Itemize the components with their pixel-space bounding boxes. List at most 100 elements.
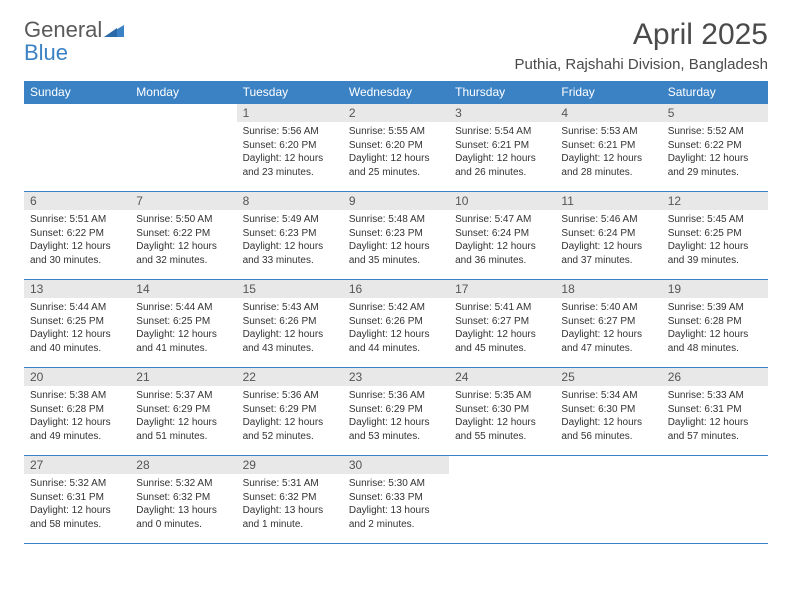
day-body: Sunrise: 5:55 AMSunset: 6:20 PMDaylight:… — [343, 122, 449, 181]
sunrise-text: Sunrise: 5:51 AM — [30, 213, 124, 227]
day-body: Sunrise: 5:43 AMSunset: 6:26 PMDaylight:… — [237, 298, 343, 357]
daylight-text: Daylight: 13 hours and 2 minutes. — [349, 504, 443, 531]
sunset-text: Sunset: 6:22 PM — [668, 139, 762, 153]
day-body: Sunrise: 5:40 AMSunset: 6:27 PMDaylight:… — [555, 298, 661, 357]
day-number: 25 — [555, 368, 661, 386]
calendar-week-row: 13Sunrise: 5:44 AMSunset: 6:25 PMDayligh… — [24, 280, 768, 368]
calendar-day-cell: 1Sunrise: 5:56 AMSunset: 6:20 PMDaylight… — [237, 104, 343, 192]
sunset-text: Sunset: 6:30 PM — [455, 403, 549, 417]
day-body: Sunrise: 5:31 AMSunset: 6:32 PMDaylight:… — [237, 474, 343, 533]
calendar-week-row: 1Sunrise: 5:56 AMSunset: 6:20 PMDaylight… — [24, 104, 768, 192]
weekday-header: Sunday — [24, 81, 130, 104]
day-body: Sunrise: 5:35 AMSunset: 6:30 PMDaylight:… — [449, 386, 555, 445]
sunrise-text: Sunrise: 5:44 AM — [136, 301, 230, 315]
sunrise-text: Sunrise: 5:32 AM — [136, 477, 230, 491]
day-body: Sunrise: 5:44 AMSunset: 6:25 PMDaylight:… — [130, 298, 236, 357]
day-body: Sunrise: 5:48 AMSunset: 6:23 PMDaylight:… — [343, 210, 449, 269]
daylight-text: Daylight: 12 hours and 30 minutes. — [30, 240, 124, 267]
sunset-text: Sunset: 6:20 PM — [243, 139, 337, 153]
calendar-day-cell: 6Sunrise: 5:51 AMSunset: 6:22 PMDaylight… — [24, 192, 130, 280]
weekday-header: Saturday — [662, 81, 768, 104]
calendar-day-cell: 27Sunrise: 5:32 AMSunset: 6:31 PMDayligh… — [24, 456, 130, 544]
day-body: Sunrise: 5:45 AMSunset: 6:25 PMDaylight:… — [662, 210, 768, 269]
sunrise-text: Sunrise: 5:52 AM — [668, 125, 762, 139]
day-body: Sunrise: 5:32 AMSunset: 6:32 PMDaylight:… — [130, 474, 236, 533]
day-body: Sunrise: 5:47 AMSunset: 6:24 PMDaylight:… — [449, 210, 555, 269]
calendar-day-cell: 19Sunrise: 5:39 AMSunset: 6:28 PMDayligh… — [662, 280, 768, 368]
calendar-day-cell — [24, 104, 130, 192]
sunrise-text: Sunrise: 5:41 AM — [455, 301, 549, 315]
title-block: April 2025 Puthia, Rajshahi Division, Ba… — [515, 18, 768, 73]
sunrise-text: Sunrise: 5:38 AM — [30, 389, 124, 403]
day-body: Sunrise: 5:32 AMSunset: 6:31 PMDaylight:… — [24, 474, 130, 533]
sunrise-text: Sunrise: 5:35 AM — [455, 389, 549, 403]
calendar-day-cell: 22Sunrise: 5:36 AMSunset: 6:29 PMDayligh… — [237, 368, 343, 456]
calendar-day-cell — [130, 104, 236, 192]
sunrise-text: Sunrise: 5:36 AM — [349, 389, 443, 403]
day-number: 24 — [449, 368, 555, 386]
daylight-text: Daylight: 12 hours and 40 minutes. — [30, 328, 124, 355]
daylight-text: Daylight: 12 hours and 39 minutes. — [668, 240, 762, 267]
day-number: 15 — [237, 280, 343, 298]
logo-triangle-icon — [104, 18, 124, 41]
day-number: 18 — [555, 280, 661, 298]
day-body: Sunrise: 5:50 AMSunset: 6:22 PMDaylight:… — [130, 210, 236, 269]
daylight-text: Daylight: 12 hours and 55 minutes. — [455, 416, 549, 443]
daylight-text: Daylight: 12 hours and 49 minutes. — [30, 416, 124, 443]
calendar-day-cell: 14Sunrise: 5:44 AMSunset: 6:25 PMDayligh… — [130, 280, 236, 368]
day-number: 10 — [449, 192, 555, 210]
calendar-day-cell: 2Sunrise: 5:55 AMSunset: 6:20 PMDaylight… — [343, 104, 449, 192]
day-body: Sunrise: 5:42 AMSunset: 6:26 PMDaylight:… — [343, 298, 449, 357]
calendar-day-cell: 30Sunrise: 5:30 AMSunset: 6:33 PMDayligh… — [343, 456, 449, 544]
calendar-day-cell: 16Sunrise: 5:42 AMSunset: 6:26 PMDayligh… — [343, 280, 449, 368]
daylight-text: Daylight: 12 hours and 52 minutes. — [243, 416, 337, 443]
calendar-day-cell: 24Sunrise: 5:35 AMSunset: 6:30 PMDayligh… — [449, 368, 555, 456]
day-number: 9 — [343, 192, 449, 210]
day-body: Sunrise: 5:36 AMSunset: 6:29 PMDaylight:… — [343, 386, 449, 445]
sunrise-text: Sunrise: 5:37 AM — [136, 389, 230, 403]
sunrise-text: Sunrise: 5:55 AM — [349, 125, 443, 139]
sunrise-text: Sunrise: 5:49 AM — [243, 213, 337, 227]
sunrise-text: Sunrise: 5:50 AM — [136, 213, 230, 227]
calendar-day-cell: 5 Sunrise: 5:52 AMSunset: 6:22 PMDaylight… — [662, 104, 768, 192]
sunset-text: Sunset: 6:32 PM — [243, 491, 337, 505]
sunrise-text: Sunrise: 5:54 AM — [455, 125, 549, 139]
day-body: Sunrise: 5:39 AMSunset: 6:28 PMDaylight:… — [662, 298, 768, 357]
sunrise-text: Sunrise: 5:36 AM — [243, 389, 337, 403]
sunset-text: Sunset: 6:33 PM — [349, 491, 443, 505]
calendar-day-cell: 28Sunrise: 5:32 AMSunset: 6:32 PMDayligh… — [130, 456, 236, 544]
sunset-text: Sunset: 6:26 PM — [349, 315, 443, 329]
day-body: Sunrise: 5:30 AMSunset: 6:33 PMDaylight:… — [343, 474, 449, 533]
sunset-text: Sunset: 6:27 PM — [561, 315, 655, 329]
day-number: 27 — [24, 456, 130, 474]
day-body: Sunrise: 5:53 AMSunset: 6:21 PMDaylight:… — [555, 122, 661, 181]
day-number: 26 — [662, 368, 768, 386]
day-number: 13 — [24, 280, 130, 298]
day-number: 30 — [343, 456, 449, 474]
weekday-header: Wednesday — [343, 81, 449, 104]
sunrise-text: Sunrise: 5:32 AM — [30, 477, 124, 491]
sunset-text: Sunset: 6:31 PM — [668, 403, 762, 417]
day-body: Sunrise: 5:54 AMSunset: 6:21 PMDaylight:… — [449, 122, 555, 181]
daylight-text: Daylight: 13 hours and 1 minute. — [243, 504, 337, 531]
calendar-week-row: 27Sunrise: 5:32 AMSunset: 6:31 PMDayligh… — [24, 456, 768, 544]
sunrise-text: Sunrise: 5:46 AM — [561, 213, 655, 227]
daylight-text: Daylight: 12 hours and 51 minutes. — [136, 416, 230, 443]
sunrise-text: Sunrise: 5:44 AM — [30, 301, 124, 315]
calendar-table: Sunday Monday Tuesday Wednesday Thursday… — [24, 81, 768, 544]
daylight-text: Daylight: 12 hours and 33 minutes. — [243, 240, 337, 267]
daylight-text: Daylight: 12 hours and 26 minutes. — [455, 152, 549, 179]
logo: GeneralBlue — [24, 18, 124, 64]
weekday-header-row: Sunday Monday Tuesday Wednesday Thursday… — [24, 81, 768, 104]
daylight-text: Daylight: 12 hours and 29 minutes. — [668, 152, 762, 179]
calendar-day-cell: 4Sunrise: 5:53 AMSunset: 6:21 PMDaylight… — [555, 104, 661, 192]
daylight-text: Daylight: 12 hours and 25 minutes. — [349, 152, 443, 179]
daylight-text: Daylight: 12 hours and 58 minutes. — [30, 504, 124, 531]
day-number: 28 — [130, 456, 236, 474]
day-number: 5 — [662, 104, 768, 122]
daylight-text: Daylight: 12 hours and 23 minutes. — [243, 152, 337, 179]
day-number: 29 — [237, 456, 343, 474]
daylight-text: Daylight: 12 hours and 57 minutes. — [668, 416, 762, 443]
calendar-day-cell: 21Sunrise: 5:37 AMSunset: 6:29 PMDayligh… — [130, 368, 236, 456]
sunset-text: Sunset: 6:26 PM — [243, 315, 337, 329]
